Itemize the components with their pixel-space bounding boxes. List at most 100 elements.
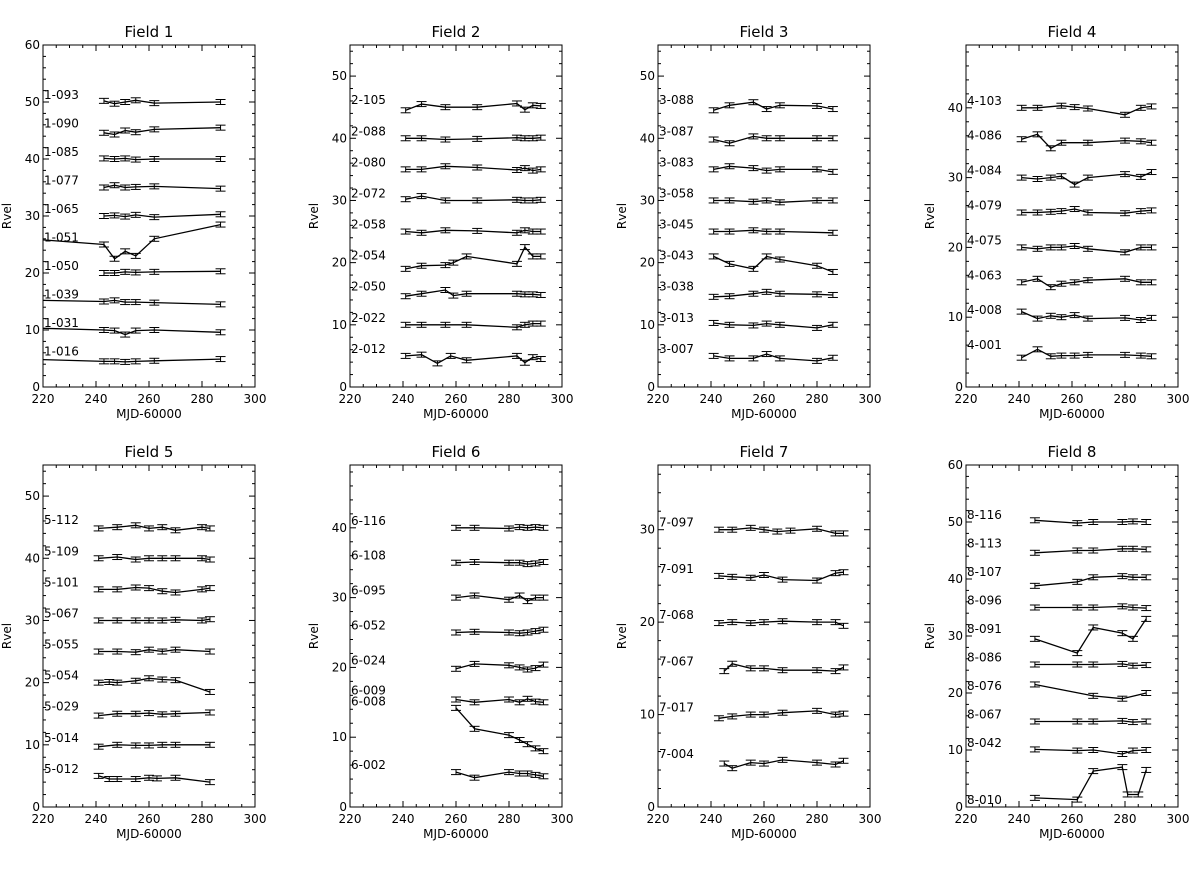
- series-label: 4-001: [967, 338, 1002, 352]
- series-line: [1021, 171, 1152, 186]
- series-6-052: 6-052: [351, 619, 549, 637]
- series-line: [103, 99, 221, 105]
- x-tick-label: 240: [1008, 392, 1031, 406]
- series-label: 6-002: [351, 758, 386, 772]
- series-label: 6-108: [351, 549, 386, 563]
- x-tick-label: 240: [700, 812, 723, 826]
- series-4-103: 4-103: [967, 94, 1157, 118]
- series-label: 6-009: [351, 683, 386, 697]
- series-line: [723, 759, 844, 769]
- x-tick-label: 220: [32, 812, 55, 826]
- x-tick-label: 300: [1167, 812, 1190, 826]
- series-3-088: 3-088: [659, 93, 838, 114]
- x-tick-label: 300: [244, 812, 267, 826]
- y-axis-label: Rvel: [615, 623, 629, 649]
- series-2-080: 2-080: [351, 155, 546, 174]
- y-tick-label: 40: [948, 101, 963, 115]
- series-line: [713, 353, 834, 362]
- series-label: 8-107: [967, 565, 1002, 579]
- y-tick-label: 50: [25, 95, 40, 109]
- series-6-024: 6-024: [351, 653, 549, 673]
- series-4-008: 4-008: [967, 303, 1157, 323]
- series-8-113: 8-113: [967, 537, 1152, 556]
- series-8-107: 8-107: [967, 565, 1152, 589]
- series-line: [723, 662, 844, 672]
- series-7-097: 7-097: [659, 516, 849, 537]
- series-label: 1-090: [44, 117, 79, 131]
- panel-title: Field 6: [432, 443, 481, 461]
- series-6-009: 6-009: [351, 683, 549, 706]
- x-axis-label: MJD-60000: [423, 827, 489, 841]
- series-line: [713, 199, 833, 203]
- panel-title: Field 4: [1048, 23, 1097, 41]
- series-label: 1-085: [44, 145, 79, 159]
- series-label: 5-109: [44, 544, 79, 558]
- y-tick-label: 30: [25, 209, 40, 223]
- series-5-067: 5-067: [44, 606, 215, 624]
- series-8-096: 8-096: [967, 594, 1152, 612]
- series-label: 2-022: [351, 311, 386, 325]
- x-tick-label: 280: [1114, 392, 1137, 406]
- x-tick-label: 280: [806, 392, 829, 406]
- series-line: [98, 744, 210, 748]
- y-tick-label: 20: [948, 240, 963, 254]
- y-tick-label: 40: [332, 521, 347, 535]
- series-label: 1-031: [44, 316, 79, 330]
- series-label: 1-077: [44, 174, 79, 188]
- series-label: 2-054: [351, 249, 386, 263]
- x-tick-label: 300: [859, 812, 882, 826]
- y-axis-label: Rvel: [0, 203, 14, 229]
- series-label: 5-055: [44, 638, 79, 652]
- series-line: [405, 165, 541, 172]
- series-label: 2-080: [351, 155, 386, 169]
- y-axis-label: Rvel: [307, 623, 321, 649]
- panel-field-6: Field 6 220 240 260 280 300 0 10 20 30 40 MJD-60000…: [307, 443, 573, 841]
- y-tick-label: 60: [948, 458, 963, 472]
- series-label: 8-076: [967, 679, 1002, 693]
- series-8-116: 8-116: [967, 508, 1152, 527]
- panel-field-5: Field 5 220 240 260 280 300 0 10 20 30 40 50 MJD-600…: [0, 443, 266, 841]
- x-axis-label: MJD-60000: [731, 407, 797, 421]
- y-tick-label: 20: [640, 615, 655, 629]
- series-7-091: 7-091: [659, 562, 849, 584]
- series-label: 8-096: [967, 594, 1002, 608]
- series-line: [98, 677, 211, 693]
- series-line: [103, 127, 221, 136]
- y-tick-label: 10: [948, 743, 963, 757]
- y-tick-label: 50: [948, 515, 963, 529]
- series-label: 4-008: [967, 303, 1002, 317]
- series-6-108: 6-108: [351, 549, 549, 568]
- series-8-086: 8-086: [967, 651, 1152, 669]
- y-axis-label: Rvel: [0, 623, 14, 649]
- panel-title: Field 2: [432, 23, 481, 41]
- series-line: [42, 358, 221, 363]
- series-8-067: 8-067: [967, 708, 1152, 726]
- series-label: 2-105: [351, 93, 386, 107]
- series-line: [1034, 519, 1147, 524]
- x-axis-label: MJD-60000: [116, 827, 182, 841]
- panel-field-7: Field 7 220 240 260 280 300 0 10 20 30 MJD-60000 Rv…: [615, 443, 881, 841]
- series-label: 1-050: [44, 259, 79, 273]
- series-label: 7-004: [659, 747, 694, 761]
- series-line: [98, 649, 210, 653]
- series-label: 3-043: [659, 249, 694, 263]
- series-4-075: 4-075: [967, 233, 1157, 256]
- y-tick-label: 30: [332, 591, 347, 605]
- series-label: 8-091: [967, 622, 1002, 636]
- series-1-039: 1-039: [42, 288, 226, 308]
- y-tick-label: 20: [332, 660, 347, 674]
- panel-field-8: Field 8 220 240 260 280 300 0 10 20 30 40 50 60 MJD-6…: [923, 443, 1189, 841]
- x-tick-label: 240: [392, 392, 415, 406]
- series-2-072: 2-072: [351, 186, 546, 204]
- y-tick-label: 10: [948, 310, 963, 324]
- x-tick-label: 300: [244, 392, 267, 406]
- y-axis-label: Rvel: [307, 203, 321, 229]
- x-tick-label: 300: [1167, 392, 1190, 406]
- x-tick-label: 260: [445, 812, 468, 826]
- series-1-051: 1-051: [42, 221, 226, 262]
- series-label: 5-112: [44, 513, 79, 527]
- series-8-091: 8-091: [967, 615, 1152, 657]
- series-label: 5-029: [44, 700, 79, 714]
- series-6-008: 6-008: [351, 694, 549, 755]
- series-4-001: 4-001: [967, 338, 1157, 361]
